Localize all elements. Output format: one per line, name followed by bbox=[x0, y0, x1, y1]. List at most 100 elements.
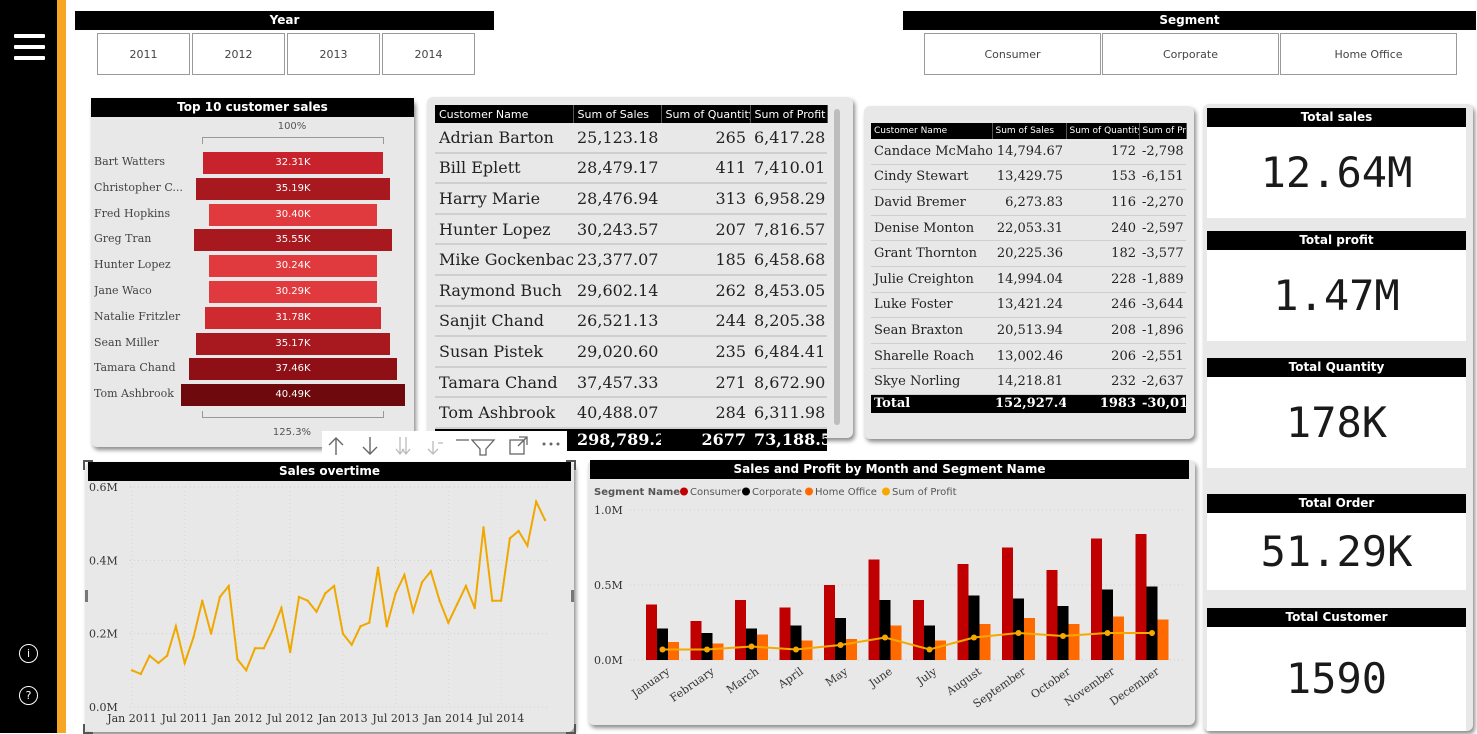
table1-row[interactable]: Bill Eplett 28,479.17 411 7,410.01 bbox=[435, 152, 827, 185]
line-point[interactable] bbox=[262, 647, 266, 650]
line-point[interactable] bbox=[473, 606, 476, 610]
line-point[interactable] bbox=[174, 625, 178, 628]
profit-point[interactable] bbox=[1015, 630, 1022, 636]
line-point[interactable] bbox=[332, 584, 336, 588]
line-point[interactable] bbox=[192, 636, 195, 639]
line-point[interactable] bbox=[508, 537, 512, 540]
table1-row[interactable]: Sanjit Chand 26,521.13 244 8,205.38 bbox=[435, 305, 827, 338]
bar-consumer[interactable] bbox=[824, 585, 835, 660]
legend-label[interactable]: Consumer bbox=[690, 487, 742, 498]
table1-row[interactable]: Tom Ashbrook 40,488.07 284 6,311.98 bbox=[435, 397, 827, 429]
line-point[interactable] bbox=[315, 610, 318, 613]
bar-consumer[interactable] bbox=[690, 621, 702, 660]
line-point[interactable] bbox=[341, 632, 345, 635]
drill-down-icon[interactable] bbox=[427, 441, 443, 455]
sort-down-icon[interactable] bbox=[362, 437, 378, 455]
table2-row[interactable]: Cindy Stewart 13,429.75 153 -6,151 bbox=[871, 164, 1186, 191]
bar-corporate[interactable] bbox=[835, 618, 846, 660]
line-point[interactable] bbox=[517, 529, 520, 533]
profit-point[interactable] bbox=[704, 646, 710, 653]
segment-option-consumer[interactable]: Consumer bbox=[924, 33, 1101, 75]
line-point[interactable] bbox=[165, 654, 169, 657]
bar-corporate[interactable] bbox=[1146, 586, 1158, 661]
table1-row[interactable]: Raymond Buch 29,602.14 262 8,453.05 bbox=[435, 274, 827, 307]
bar-consumer[interactable] bbox=[735, 600, 746, 660]
line-point[interactable] bbox=[455, 603, 459, 606]
line-point[interactable] bbox=[482, 526, 485, 529]
legend-label[interactable]: Sum of Profit bbox=[892, 487, 957, 498]
bar-home-office[interactable] bbox=[1113, 616, 1124, 661]
year-option-2011[interactable]: 2011 bbox=[97, 33, 190, 75]
profit-point[interactable] bbox=[659, 646, 666, 653]
line-point[interactable] bbox=[209, 632, 213, 635]
line-point[interactable] bbox=[368, 621, 371, 624]
segment-option-corporate[interactable]: Corporate bbox=[1102, 33, 1279, 75]
profit-point[interactable] bbox=[748, 643, 755, 650]
profit-point[interactable] bbox=[1060, 633, 1066, 639]
line-point[interactable] bbox=[227, 584, 230, 588]
table2-row[interactable]: David Bremer 6,273.83 116 -2,270 bbox=[871, 189, 1186, 216]
bar-home-office[interactable] bbox=[890, 625, 902, 661]
profit-point[interactable] bbox=[882, 634, 888, 641]
line-point[interactable] bbox=[280, 606, 283, 610]
table2-row[interactable]: Denise Monton 22,053.31 240 -2,597 bbox=[871, 215, 1186, 242]
line-point[interactable] bbox=[183, 661, 186, 665]
more-options-icon[interactable] bbox=[542, 442, 560, 446]
table2-row[interactable]: Skye Norling 14,218.81 232 -2,637 bbox=[871, 368, 1186, 395]
table2-row[interactable]: Grant Thornton 20,225.36 182 -3,577 bbox=[871, 240, 1186, 267]
line-point[interactable] bbox=[535, 500, 538, 503]
top10-bar[interactable]: 30.29K bbox=[209, 281, 377, 303]
line-point[interactable] bbox=[464, 584, 468, 588]
bar-home-office[interactable] bbox=[935, 640, 946, 661]
bar-consumer[interactable] bbox=[1135, 534, 1147, 660]
help-icon[interactable]: ? bbox=[19, 686, 38, 705]
table1-row[interactable]: Susan Pistek 29,020.60 235 6,484.41 bbox=[435, 336, 827, 368]
line-point[interactable] bbox=[376, 566, 380, 569]
filter-icon[interactable] bbox=[456, 439, 496, 456]
bar-home-office[interactable] bbox=[1024, 618, 1035, 660]
line-point[interactable] bbox=[411, 610, 415, 613]
line-point[interactable] bbox=[385, 625, 389, 628]
line-point[interactable] bbox=[543, 518, 547, 522]
table2-row[interactable]: Sean Braxton 20,513.94 208 -1,896 bbox=[871, 317, 1186, 344]
top10-bar[interactable]: 30.24K bbox=[209, 255, 377, 278]
line-point[interactable] bbox=[526, 544, 529, 547]
bar-consumer[interactable] bbox=[1002, 547, 1013, 661]
line-point[interactable] bbox=[491, 599, 494, 602]
sort-up-icon[interactable] bbox=[328, 437, 344, 455]
bar-home-office[interactable] bbox=[712, 643, 724, 661]
line-point[interactable] bbox=[148, 654, 151, 657]
top10-bar[interactable]: 31.78K bbox=[204, 306, 382, 329]
year-option-2012[interactable]: 2012 bbox=[192, 33, 285, 75]
table2-header[interactable]: Sum of Sales bbox=[992, 123, 1067, 139]
bar-home-office[interactable] bbox=[1157, 619, 1169, 661]
resize-handle-tr[interactable] bbox=[566, 460, 576, 470]
line-point[interactable] bbox=[420, 581, 424, 584]
line-point[interactable] bbox=[245, 669, 248, 672]
table1-row[interactable]: Mike Gockenbach 23,377.07 185 6,458.68 bbox=[435, 244, 827, 276]
table1-row[interactable]: Adrian Barton 25,123.18 265 6,417.28 bbox=[435, 123, 827, 154]
bar-consumer[interactable] bbox=[913, 600, 924, 660]
profit-point[interactable] bbox=[837, 642, 844, 648]
bar-consumer[interactable] bbox=[957, 564, 969, 660]
top10-bar[interactable]: 35.19K bbox=[195, 177, 391, 200]
profit-point[interactable] bbox=[1149, 630, 1155, 636]
table2-header[interactable]: Sum of Pro bbox=[1139, 123, 1187, 139]
line-point[interactable] bbox=[130, 669, 134, 672]
profit-point[interactable] bbox=[793, 646, 799, 653]
legend-label[interactable]: Home Office bbox=[815, 487, 877, 498]
bar-home-office[interactable] bbox=[1068, 624, 1080, 660]
profit-point[interactable] bbox=[926, 646, 933, 653]
bar-corporate[interactable] bbox=[1013, 598, 1024, 661]
expand-all-icon[interactable] bbox=[395, 437, 411, 456]
table1-row[interactable]: Hunter Lopez 30,243.57 207 7,816.57 bbox=[435, 213, 827, 246]
table2-row[interactable]: Luke Foster 13,421.24 246 -3,644 bbox=[871, 292, 1186, 319]
table2-row[interactable]: Sharelle Roach 13,002.46 206 -2,551 bbox=[871, 343, 1186, 370]
line-point[interactable] bbox=[236, 658, 239, 661]
hamburger-menu-icon[interactable] bbox=[14, 34, 45, 60]
year-option-2014[interactable]: 2014 bbox=[382, 33, 475, 75]
line-point[interactable] bbox=[429, 570, 432, 573]
line-point[interactable] bbox=[288, 650, 292, 654]
resize-handle-right[interactable] bbox=[571, 590, 574, 602]
line-point[interactable] bbox=[324, 592, 327, 595]
